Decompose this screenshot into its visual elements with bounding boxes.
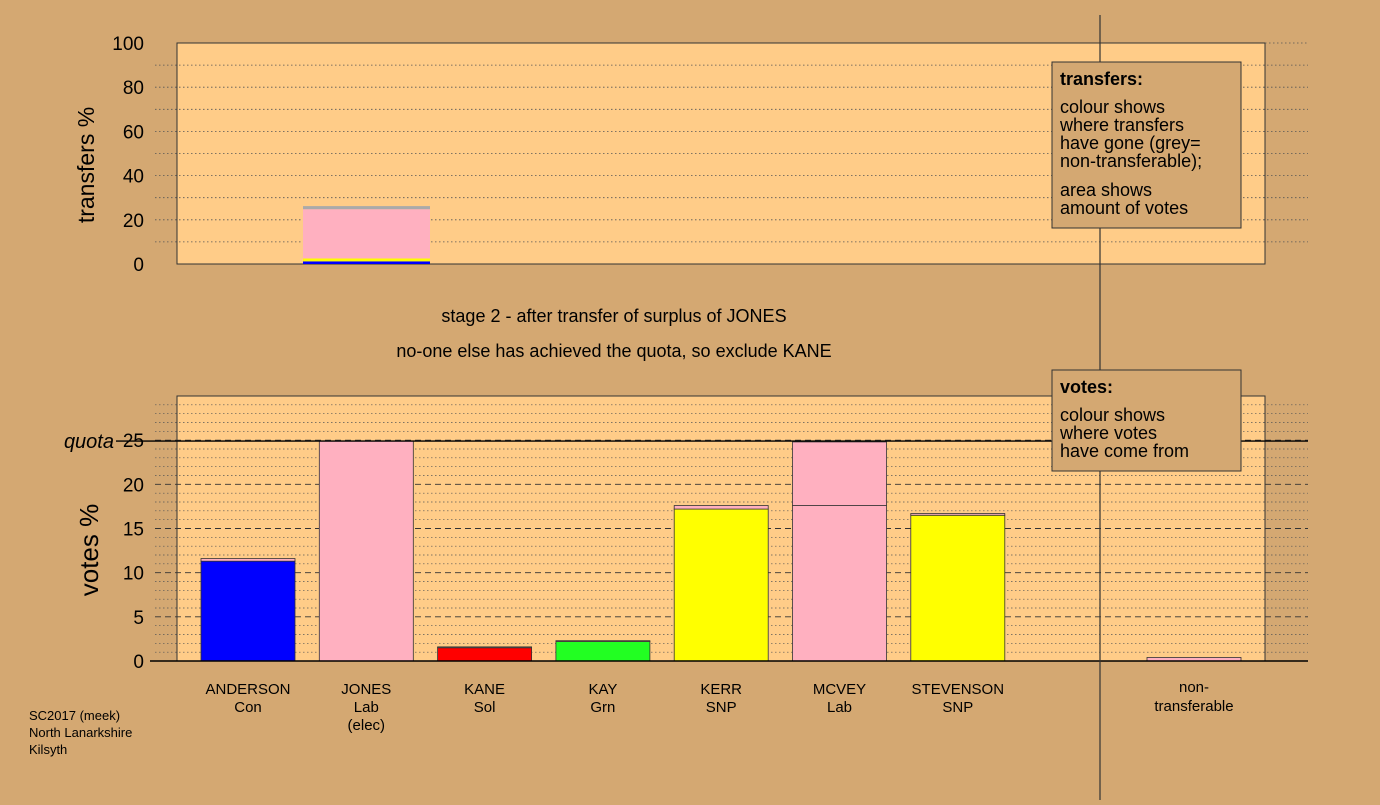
transfers-bar-segment	[303, 261, 430, 264]
transfers-y-tick-label: 40	[123, 167, 144, 188]
votes-bar-segment	[555, 641, 651, 662]
stage-caption: stage 2 - after transfer of surplus of J…	[441, 306, 786, 326]
votes-legend-line: have come from	[1060, 441, 1189, 461]
votes-bar-segment	[910, 514, 1006, 662]
candidate-party-label: SNP	[942, 699, 973, 716]
candidate-party-label: Lab	[354, 699, 379, 716]
votes-legend-line: where votes	[1059, 423, 1157, 443]
votes-legend-line: colour shows	[1060, 405, 1165, 425]
votes-bar-segment	[792, 441, 887, 506]
transfers-legend-line: colour shows	[1060, 97, 1165, 117]
transfers-legend-line: non-transferable);	[1060, 151, 1202, 171]
nontransferable-label: transferable	[1154, 698, 1233, 715]
votes-bar-segment	[318, 440, 414, 662]
transfers-bar-segment	[303, 258, 430, 262]
votes-y-tick-label: 20	[123, 475, 144, 496]
transfers-legend-line: area shows	[1060, 180, 1152, 200]
transfers-y-tick-label: 0	[133, 255, 144, 276]
votes-bar-segment	[200, 560, 296, 662]
votes-bar-segment	[910, 513, 1006, 516]
votes-bar-segment	[792, 505, 887, 662]
votes-bar-segment	[437, 647, 533, 662]
votes-bar-segment	[555, 640, 651, 642]
votes-y-tick-label: 15	[123, 520, 144, 541]
candidate-party-label: Grn	[590, 699, 615, 716]
candidate-name-label: STEVENSON	[912, 681, 1005, 698]
transfers-legend-line: where transfers	[1059, 115, 1184, 135]
votes-y-tick-label: 5	[133, 608, 144, 629]
action-caption: no-one else has achieved the quota, so e…	[396, 341, 831, 361]
votes-y-tick-label: 0	[133, 652, 144, 673]
candidate-party-label: SNP	[706, 699, 737, 716]
footer-line: North Lanarkshire	[29, 725, 132, 740]
quota-label: quota	[64, 431, 114, 453]
transfers-y-tick-label: 60	[123, 122, 144, 143]
candidate-status-label: (elec)	[348, 717, 386, 734]
votes-bar-segment	[437, 646, 533, 649]
candidate-labels: ANDERSONConJONESLab(elec)KANESolKAYGrnKE…	[205, 679, 1233, 734]
transfers-legend-line: have gone (grey=	[1060, 133, 1201, 153]
candidate-party-label: Sol	[474, 699, 496, 716]
candidate-name-label: KAY	[588, 681, 617, 698]
transfers-y-tick-label: 100	[112, 34, 144, 55]
nontransferable-label: non-	[1179, 679, 1209, 696]
transfers-bar-segment	[303, 206, 430, 210]
transfers-y-tick-label: 20	[123, 211, 144, 232]
transfers-y-tick-label: 80	[123, 78, 144, 99]
candidate-name-label: JONES	[341, 681, 391, 698]
votes-legend-box	[1051, 369, 1242, 472]
transfers-legend-title: transfers:	[1060, 69, 1143, 89]
candidate-name-label: KERR	[700, 681, 742, 698]
candidate-name-label: ANDERSON	[205, 681, 290, 698]
transfers-legend-box	[1051, 61, 1242, 229]
candidate-name-label: KANE	[464, 681, 505, 698]
footer-line: SC2017 (meek)	[29, 708, 120, 723]
candidate-name-label: MCVEY	[813, 681, 866, 698]
votes-y-tick-label: 10	[123, 564, 144, 585]
votes-bar-segment	[673, 508, 769, 662]
transfers-y-ticks: 0 20 40 60 80 100	[112, 34, 144, 276]
transfers-bar-segment	[303, 209, 430, 259]
votes-bar-segment	[673, 505, 769, 510]
footer-info: SC2017 (meek) North Lanarkshire Kilsyth	[29, 708, 132, 757]
votes-y-axis-label: votes %	[74, 504, 104, 597]
transfers-bars	[303, 206, 430, 264]
footer-line: Kilsyth	[29, 742, 67, 757]
transfers-legend-line: amount of votes	[1060, 198, 1188, 218]
candidate-party-label: Lab	[827, 699, 852, 716]
candidate-party-label: Con	[234, 699, 262, 716]
votes-bars	[200, 440, 1242, 662]
votes-bar-segment	[200, 558, 296, 562]
votes-legend-title: votes:	[1060, 377, 1113, 397]
transfers-y-axis-label: transfers %	[73, 107, 99, 223]
